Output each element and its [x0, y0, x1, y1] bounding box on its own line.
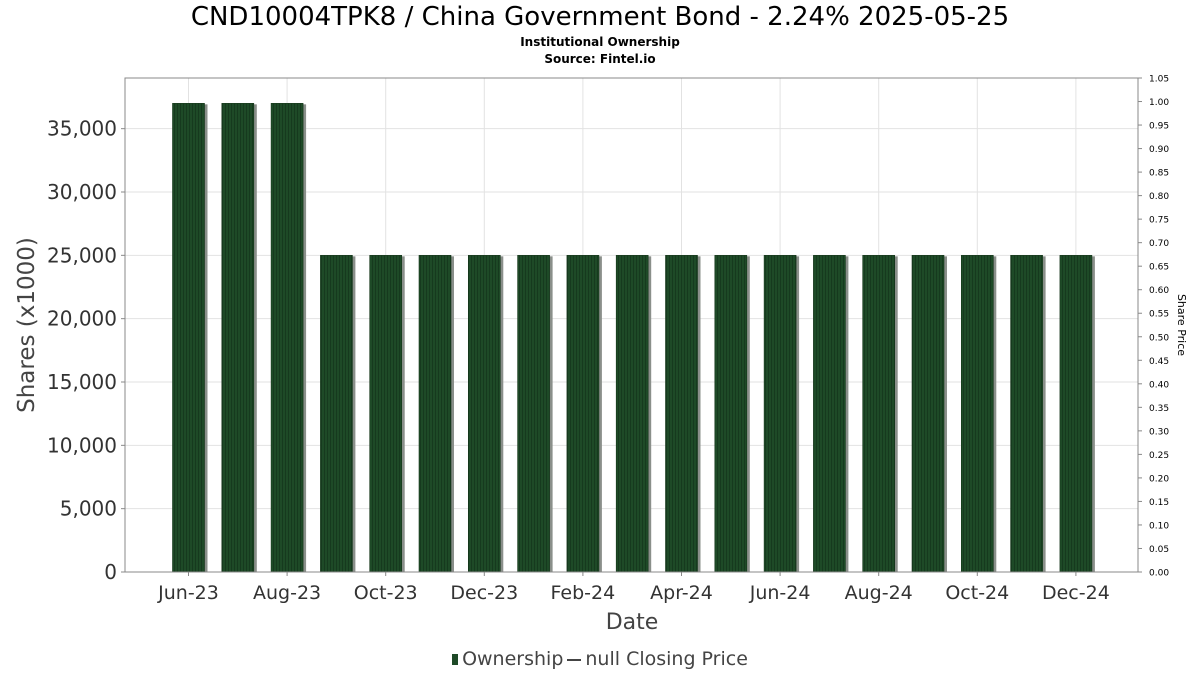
bar [615, 255, 649, 573]
bar [467, 255, 501, 573]
y2-tick-label: 0.35 [1149, 404, 1169, 414]
bar [1010, 255, 1043, 573]
legend-price-line [567, 658, 582, 661]
bar [665, 255, 698, 573]
bar [418, 255, 452, 573]
chart-subtitle: Institutional Ownership [520, 35, 680, 49]
x-tick-label: Feb-24 [551, 582, 616, 604]
legend-ownership-label: Ownership [462, 648, 564, 670]
y2-tick-label: 0.40 [1149, 380, 1169, 390]
y2-tick-label: 0.15 [1149, 498, 1169, 508]
y2-tick-label: 1.05 [1149, 75, 1169, 85]
bar [566, 255, 600, 573]
y-tick-label: 5,000 [60, 497, 117, 521]
chart-title: CND10004TPK8 / China Government Bond - 2… [190, 2, 1010, 32]
bar [911, 255, 945, 573]
x-tick-label: Oct-23 [354, 582, 418, 604]
y2-tick-label: 0.95 [1149, 122, 1169, 132]
bar [960, 255, 994, 573]
y2-tick-label: 0.75 [1149, 216, 1169, 226]
y2-tick-label: 0.25 [1149, 451, 1169, 461]
x-tick-label: Apr-24 [650, 582, 713, 604]
y2-tick-label: 0.20 [1149, 474, 1169, 484]
bar [369, 255, 403, 573]
y-tick-label: 35,000 [47, 117, 117, 141]
x-tick-label: Aug-23 [253, 582, 321, 604]
x-tick-label: Jun-23 [157, 582, 219, 604]
y2-tick-label: 0.50 [1149, 333, 1169, 343]
x-tick-label: Dec-23 [450, 582, 518, 604]
y2-tick-label: 0.85 [1149, 169, 1169, 179]
y2-tick-label: 0.90 [1149, 145, 1169, 155]
x-tick-label: Aug-24 [845, 582, 913, 604]
y2-tick-label: 0.00 [1149, 569, 1169, 579]
plot-border [124, 77, 1139, 573]
y-axis-label: Shares (x1000) [14, 237, 40, 413]
x-axis-label: Date [606, 610, 659, 635]
chart-source: Source: Fintel.io [544, 52, 656, 66]
legend-ownership-swatch [452, 654, 459, 665]
y-tick-label: 0 [104, 560, 117, 584]
bar [862, 255, 896, 573]
bar [763, 255, 797, 573]
y-tick-label: 30,000 [47, 180, 117, 204]
y-tick-label: 20,000 [47, 307, 117, 331]
y2-tick-label: 0.70 [1149, 239, 1169, 249]
bar [320, 255, 353, 573]
bar [270, 103, 304, 573]
x-tick-label: Jun-24 [749, 582, 811, 604]
y2-tick-label: 0.65 [1149, 263, 1169, 273]
y2-tick-label: 0.05 [1149, 545, 1169, 555]
y2-tick-label: 1.00 [1149, 98, 1169, 108]
y-tick-label: 10,000 [47, 433, 117, 457]
bar [714, 255, 748, 573]
legend-price-label: null Closing Price [585, 648, 748, 670]
y2-tick-label: 0.80 [1149, 192, 1169, 202]
y2-tick-label: 0.30 [1149, 427, 1169, 437]
x-tick-label: Oct-24 [945, 582, 1009, 604]
y-tick-label: 15,000 [47, 370, 117, 394]
bar [221, 103, 255, 573]
y-tick-label: 25,000 [47, 243, 117, 267]
y2-tick-label: 0.45 [1149, 357, 1169, 367]
bar [1059, 255, 1093, 573]
y2-tick-label: 0.60 [1149, 286, 1169, 296]
y2-axis-label: Share Price [1175, 294, 1188, 356]
y2-tick-label: 0.55 [1149, 310, 1169, 320]
bar [517, 255, 550, 573]
y2-tick-label: 0.10 [1149, 521, 1169, 531]
legend: Ownership null Closing Price [0, 648, 1200, 670]
bar [813, 255, 846, 573]
bar [172, 103, 205, 573]
x-tick-label: Dec-24 [1042, 582, 1110, 604]
